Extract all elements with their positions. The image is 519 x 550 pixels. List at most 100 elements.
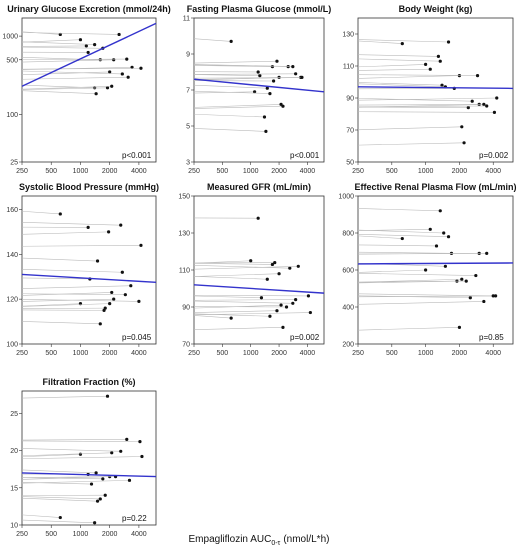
y-tick-label: 800 [342,231,354,238]
data-point [95,499,100,503]
subject-line [193,90,270,94]
subject-line [193,273,280,277]
subject-line [357,295,496,298]
subject-line [193,299,296,301]
data-point [400,42,404,46]
data-point [475,74,480,78]
y-tick-label: 25 [10,160,18,167]
data-point [460,277,464,281]
x-tick-label: 500 [386,350,398,357]
subject-line [21,303,81,307]
data-point [95,259,100,263]
subject-line [21,70,123,75]
data-point [281,104,285,108]
y-tick-label: 1000 [338,194,354,201]
subject-line [357,82,443,86]
subject-line [193,275,268,280]
subject-line [357,40,403,44]
subject-line [357,280,467,283]
x-tick-label: 1000 [418,350,434,357]
data-point [438,59,442,63]
data-point [120,270,124,274]
subject-line [357,97,497,101]
x-tick-label: 4000 [485,350,501,357]
subject-line [21,440,140,442]
subject-line [193,73,296,75]
p-value-label: p=0.045 [122,333,152,342]
data-point [84,44,88,48]
data-point [259,296,264,300]
x-tick-label: 2000 [102,168,118,175]
y-tick-label: 500 [6,57,18,64]
data-point [138,440,142,444]
panel-title: Systolic Blood Pressure (mmHg) [19,182,159,192]
subject-line [21,71,110,76]
subject-line [193,266,299,270]
x-tick-label: 4000 [300,168,316,175]
panel-title: Body Weight (kg) [399,4,473,14]
subject-line [357,273,476,276]
y-tick-label: 70 [346,128,354,135]
subject-line [357,229,444,234]
y-tick-label: 100 [6,342,18,349]
subject-line [21,67,141,70]
data-point [229,316,233,320]
subject-line [21,277,90,280]
data-point [446,40,451,44]
x-axis-label-main: Empagliflozin AUC [189,534,272,545]
subject-line [357,293,494,297]
data-point [271,79,276,83]
subject-line [357,98,473,102]
data-point [277,272,281,276]
y-tick-label: 90 [346,96,354,103]
subject-line [21,293,126,295]
x-tick-label: 4000 [485,168,501,175]
y-tick-label: 130 [342,32,354,39]
subject-line [21,496,101,500]
subject-line [193,300,293,304]
p-value-label: p=0.85 [479,333,504,342]
data-point [492,110,497,114]
subject-line [21,519,95,524]
x-tick-label: 500 [45,531,57,538]
panel-title: Fasting Plasma Glucose (mmol/L) [187,4,332,14]
p-value-label: p=0.002 [290,333,320,342]
x-tick-label: 4000 [131,168,147,175]
x-tick-label: 4000 [300,350,316,357]
x-tick-label: 500 [217,350,229,357]
data-point [466,106,470,110]
subject-line [357,208,441,212]
subject-line [21,90,97,94]
subject-line [193,128,266,132]
data-point [125,437,129,441]
subject-line [193,38,232,42]
x-tick-label: 2000 [452,350,468,357]
x-tick-label: 1000 [418,168,434,175]
x-tick-label: 500 [45,350,57,357]
x-tick-label: 4000 [131,531,147,538]
panel-1: Urinary Glucose Excretion (mmol/24h) 250 5… [2,4,170,175]
x-tick-label: 1000 [243,350,259,357]
x-tick-label: 250 [16,350,28,357]
data-point [279,303,283,307]
data-point [485,104,489,108]
data-point [306,294,311,298]
y-tick-label: 140 [6,252,18,259]
y-tick-label: 20 [10,448,18,455]
panel-6: Effective Renal Plasma Flow (mL/min) 250 5… [338,182,516,357]
x-tick-label: 1000 [73,168,89,175]
data-point [308,310,312,315]
data-point [428,227,432,231]
x-tick-label: 1000 [73,350,89,357]
data-point [112,297,116,301]
regression-line [193,78,325,93]
subject-line [21,76,129,80]
y-tick-label: 70 [182,342,190,349]
subject-line [21,321,101,325]
data-point [294,72,298,76]
x-tick-label: 1000 [73,531,89,538]
data-point [494,294,498,298]
subject-line [357,301,484,305]
panel-frame [21,195,157,345]
data-point [120,72,124,76]
